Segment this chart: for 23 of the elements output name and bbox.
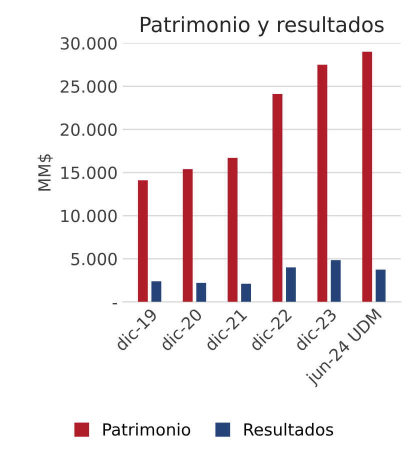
- bar: [196, 282, 206, 302]
- y-tick-label: 10.000: [61, 210, 117, 222]
- legend-label: Patrimonio: [103, 422, 190, 436]
- bar: [376, 270, 386, 302]
- bar: [241, 284, 251, 302]
- bar: [286, 267, 296, 302]
- y-tick-label: 30.000: [60, 37, 117, 50]
- y-tick-label: -: [112, 303, 118, 304]
- y-tick-label: 5.000: [71, 252, 117, 266]
- bar: [138, 180, 148, 302]
- bar: [182, 169, 193, 302]
- bar: [151, 281, 162, 302]
- bar: [362, 52, 372, 302]
- y-tick-label: 25.000: [60, 80, 117, 93]
- y-axis-title: MM$: [38, 154, 53, 191]
- bar: [317, 64, 328, 302]
- legend-label: Resultados: [244, 422, 334, 436]
- y-tick-label: 20.000: [60, 123, 117, 136]
- y-tick-label: 15.000: [61, 166, 117, 180]
- bar: [228, 158, 238, 302]
- bar: [272, 94, 282, 302]
- chart-title: Patrimonio y resultados: [140, 16, 384, 36]
- bar: [330, 260, 341, 302]
